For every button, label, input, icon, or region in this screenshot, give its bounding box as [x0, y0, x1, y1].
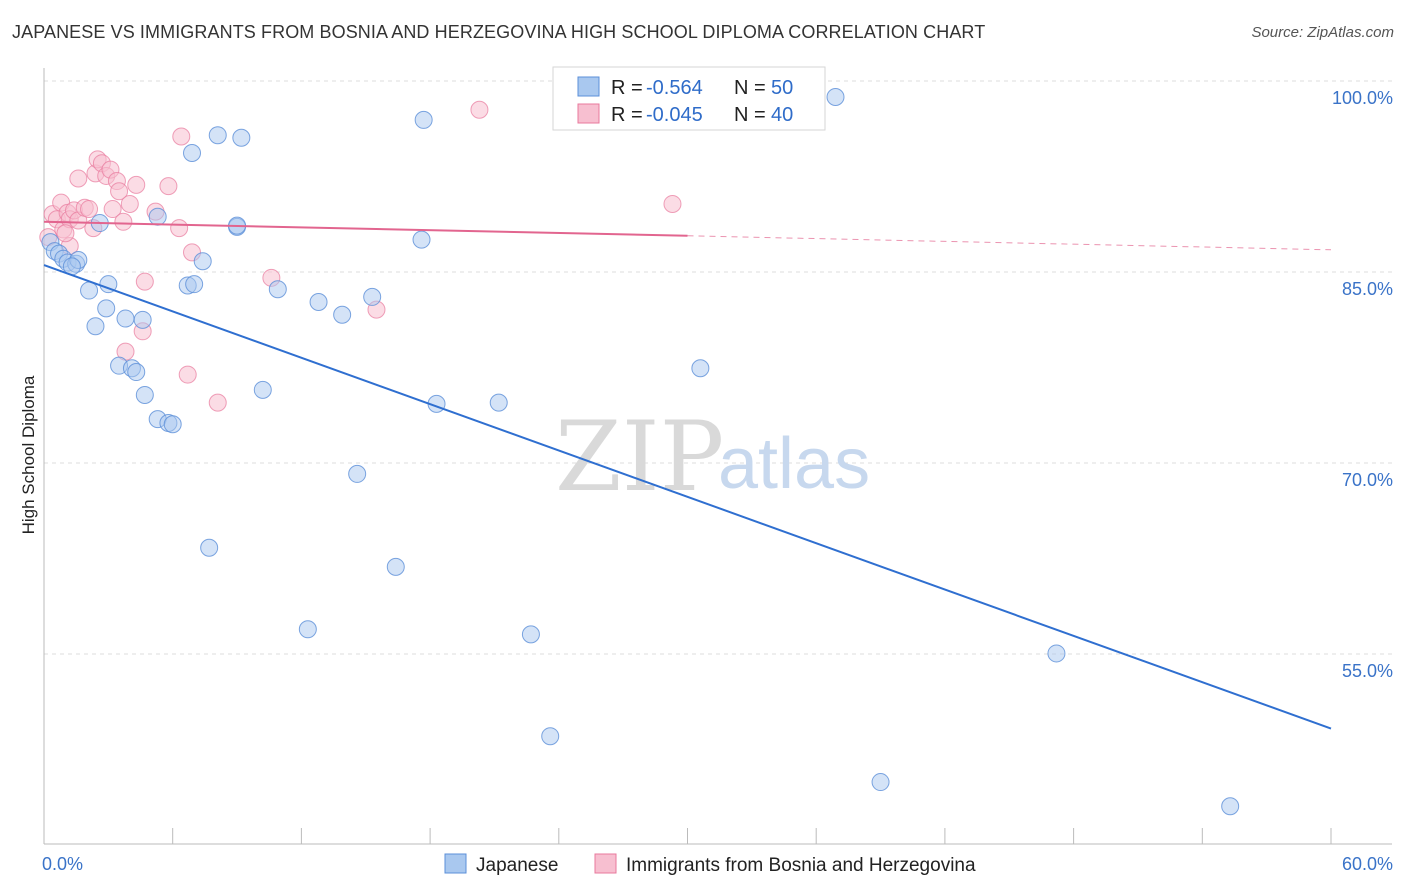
japanese-point-8	[80, 281, 99, 300]
japanese-point-18	[135, 385, 154, 404]
legend-n-value-1: 50	[771, 77, 793, 99]
legend-r-value-1: -0.564	[646, 77, 703, 99]
legend-n-label-1: N =	[734, 77, 766, 99]
legend-r-value-2: -0.045	[646, 104, 703, 126]
bosnia-point-30	[170, 219, 189, 238]
x-tick-label-1: 60.0%	[1342, 854, 1393, 874]
japanese-point-35	[348, 464, 367, 483]
japanese-point-29	[232, 128, 251, 147]
series-bosnia-points	[39, 100, 682, 412]
japanese-point-39	[414, 110, 433, 129]
japanese-point-50	[298, 620, 317, 639]
japanese-point-38	[412, 230, 431, 249]
y-tick-label-0: 100.0%	[1332, 88, 1393, 108]
trend-lines	[43, 220, 1332, 730]
japanese-point-27	[208, 126, 227, 145]
legend-r-label-2: R =	[611, 104, 643, 126]
bottom-legend-swatch-bosnia	[594, 853, 617, 874]
japanese-point-11	[97, 299, 116, 318]
japanese-trend-line	[43, 264, 1332, 730]
legend-n-value-2: 40	[771, 104, 793, 126]
japanese-point-42	[521, 625, 540, 644]
x-tick-label-0: 0.0%	[42, 854, 83, 874]
bosnia-point-12	[80, 200, 99, 219]
bosnia-trend-line	[43, 220, 688, 237]
bosnia-point-31	[172, 127, 191, 146]
bottom-legend-japanese: Japanese	[476, 855, 558, 876]
series-legend: Japanese Immigrants from Bosnia and Herz…	[444, 853, 976, 876]
japanese-point-22	[148, 207, 167, 226]
source-label: Source: ZipAtlas.com	[1251, 24, 1394, 41]
legend-swatch-japanese	[577, 76, 600, 97]
japanese-point-21	[163, 415, 182, 434]
bosnia-point-27	[135, 272, 154, 291]
japanese-point-13	[116, 309, 135, 328]
bosnia-point-19	[103, 200, 122, 219]
japanese-point-12	[86, 317, 105, 336]
y-tick-label-2: 70.0%	[1342, 470, 1393, 490]
japanese-point-44	[691, 359, 710, 378]
japanese-point-26	[193, 252, 212, 271]
axes	[43, 68, 1392, 845]
bosnia-point-32	[178, 365, 197, 384]
legend-n-label-2: N =	[734, 104, 766, 126]
japanese-point-14	[133, 310, 152, 329]
japanese-point-25	[183, 144, 202, 163]
bosnia-point-21	[110, 182, 129, 201]
legend-r-label-1: R =	[611, 77, 643, 99]
watermark: ZIP atlas	[555, 401, 870, 513]
bosnia-point-22	[114, 212, 133, 231]
bosnia-point-38	[663, 194, 682, 213]
japanese-point-31	[253, 380, 272, 399]
japanese-point-24	[185, 275, 204, 294]
japanese-point-46	[871, 773, 890, 792]
japanese-point-41	[489, 393, 508, 412]
japanese-point-37	[386, 557, 405, 576]
bosnia-point-39	[56, 224, 75, 243]
japanese-point-45	[826, 88, 845, 106]
japanese-point-49	[200, 538, 219, 557]
bosnia-point-24	[120, 194, 139, 213]
japanese-point-48	[1221, 797, 1240, 816]
y-tick-label-3: 55.0%	[1342, 661, 1393, 681]
stats-legend: R = -0.564 N = 50 R = -0.045 N = 40	[552, 66, 826, 131]
japanese-point-43	[541, 727, 560, 746]
legend-swatch-bosnia	[577, 103, 600, 124]
japanese-point-34	[333, 305, 352, 324]
bosnia-trend-extension	[687, 235, 1332, 251]
japanese-point-17	[127, 363, 146, 382]
y-tick-labels: 100.0% 85.0% 70.0% 55.0%	[1332, 88, 1393, 681]
bosnia-point-37	[470, 100, 489, 119]
y-tick-label-1: 85.0%	[1342, 279, 1393, 299]
watermark-zip: ZIP	[555, 401, 724, 513]
bosnia-point-34	[208, 393, 227, 412]
chart-title: JAPANESE VS IMMIGRANTS FROM BOSNIA AND H…	[12, 22, 986, 42]
y-axis-title: High School Diploma	[19, 375, 38, 534]
japanese-point-32	[268, 280, 287, 299]
bottom-legend-swatch-japanese	[444, 853, 467, 874]
bosnia-point-10	[69, 169, 88, 188]
gridlines	[44, 80, 1392, 655]
bosnia-point-25	[127, 175, 146, 194]
bottom-legend-bosnia: Immigrants from Bosnia and Herzegovina	[626, 855, 976, 876]
japanese-point-36	[363, 287, 382, 306]
x-tick-labels: 0.0% 60.0%	[42, 854, 1393, 874]
japanese-point-33	[309, 293, 328, 312]
japanese-point-47	[1047, 644, 1066, 663]
watermark-atlas: atlas	[718, 424, 870, 504]
bosnia-point-29	[159, 177, 178, 196]
